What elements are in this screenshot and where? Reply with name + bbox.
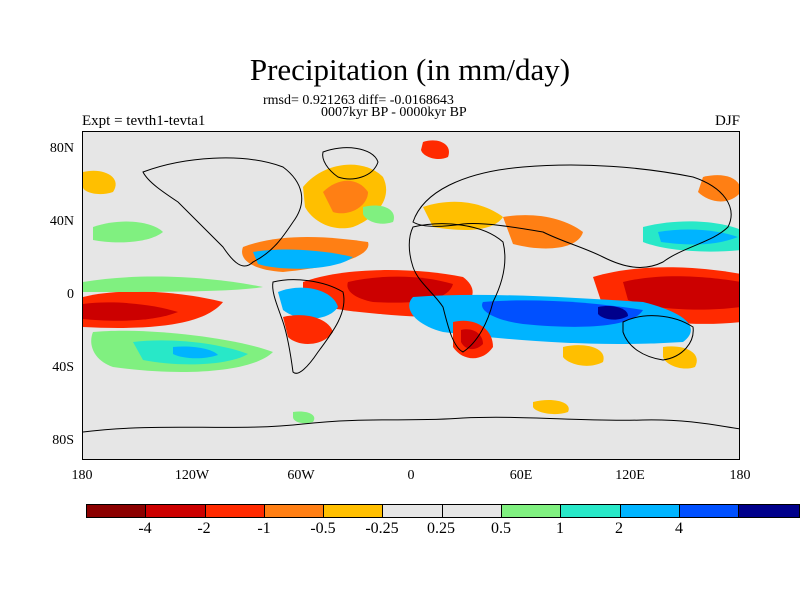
lon-tick-120e: 120E [615,468,645,483]
anomaly-north-pacific [83,170,116,195]
colorbar-swatch [264,505,325,517]
africa-coastline [408,223,506,353]
colorbar-swatch [87,505,147,517]
lat-tick-40S: 40S [52,360,74,375]
colorbar-label: -1 [257,520,271,537]
colorbar-swatch [146,505,206,517]
anomaly-southern-ocean-1 [563,345,604,366]
colorbar-label: -2 [197,520,211,537]
anomaly-southern-ocean-4 [293,411,315,424]
colorbar-label: -4 [138,520,152,537]
lon-tick-60w: 60W [287,468,315,483]
colorbar-swatch [442,505,503,517]
lon-tick-0: 0 [407,468,415,483]
map-canvas [83,140,739,433]
plot-title: Precipitation (in mm/day) [249,52,571,87]
anomaly-indian-ocean-navy [598,306,628,320]
lon-tick-180w: 180 [71,468,93,483]
anomaly-arctic-red [421,140,449,160]
anomaly-pacific-green [93,221,163,243]
anomaly-north-pacific-east [698,175,739,202]
stats-rmsd-diff: rmsd= 0.921263 diff= -0.0168643 [263,93,454,108]
lon-tick-60e: 60E [509,468,533,483]
colorbar-label: 2 [615,520,623,537]
anomaly-n-atlantic-blue [253,249,353,269]
colorbar-label: -0.25 [365,520,399,537]
lon-tick-180e: 180 [729,468,751,483]
anomaly-south-america-red [283,315,333,344]
antarctica-coastline [83,416,739,433]
lon-tick-120w: 120W [174,468,210,483]
anomaly-east-asia-blue [658,229,738,245]
lat-tick-80S: 80S [52,433,74,448]
anomaly-atlantic-green [363,205,394,224]
colorbar-swatch [679,505,740,517]
colorbar-swatch [502,505,562,517]
colorbar [86,504,800,518]
colorbar-label: 1 [556,520,564,537]
anomaly-southern-africa-core [461,329,483,350]
colorbar-swatch [561,505,621,517]
colorbar-label: -0.5 [310,520,336,537]
colorbar-label: 4 [675,520,683,537]
anomaly-south-pacific-midlat-blue [173,346,218,359]
greenland-coastline [322,147,379,180]
anomaly-europe [423,201,503,230]
anomaly-north-atlantic-core [323,180,368,214]
lat-tick-0: 0 [67,287,74,302]
anomaly-maritime-continent-core [623,276,739,310]
anomaly-southern-ocean-2 [663,346,697,369]
anomaly-southern-ocean-3 [533,400,569,415]
stats-period: 0007kyr BP - 0000kyr BP [321,105,467,120]
colorbar-swatch [205,505,265,517]
anomaly-south-pacific-core [83,302,178,321]
colorbar-label: 0.25 [427,520,455,537]
colorbar-swatch [383,505,443,517]
experiment-label: Expt = tevth1-tevta1 [82,113,206,129]
anomaly-equatorial-pacific-green [83,276,263,292]
season-label: DJF [714,113,740,129]
colorbar-swatch [739,505,799,517]
australia-coastline [622,315,694,361]
north-america-coastline [142,157,303,267]
anomaly-equatorial-atlantic-core [347,276,453,303]
south-america-coastline [272,279,345,374]
eurasia-coastline [412,164,732,268]
map-plot-area [82,131,740,460]
lat-tick-40N: 40N [49,214,74,229]
colorbar-label: 0.5 [491,520,511,537]
anomaly-south-america-blue [278,287,338,319]
colorbar-swatch [324,505,384,517]
colorbar-swatch [620,505,680,517]
lat-tick-80N: 80N [49,141,74,156]
